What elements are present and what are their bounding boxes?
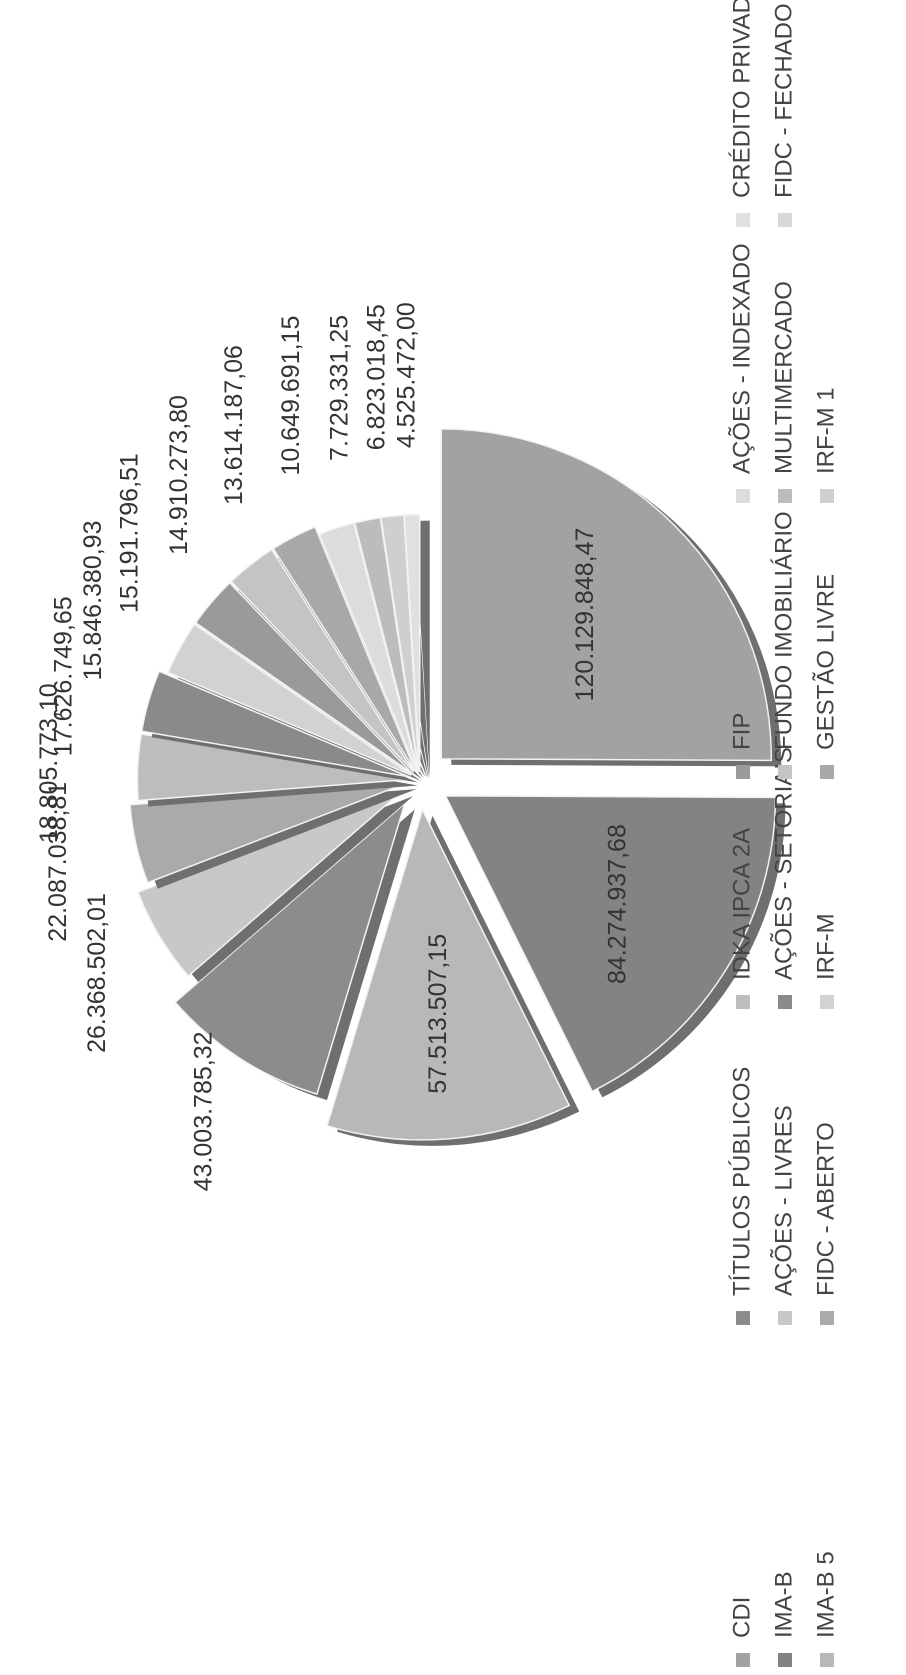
pie-slice: [444, 795, 777, 1093]
legend-swatch: [820, 765, 834, 779]
data-label: 84.274.937,68: [604, 824, 632, 984]
data-label: 4.525.472,00: [393, 302, 421, 448]
pie-slice: [136, 733, 409, 802]
legend-label: CDI: [728, 1597, 755, 1638]
pie-group: [129, 428, 786, 1146]
legend-swatch: [778, 995, 792, 1009]
data-label: 6.823.018,45: [363, 304, 391, 450]
legend-label: TÍTULOS PÚBLICOS: [728, 1067, 755, 1296]
legend-swatch: [820, 1311, 834, 1325]
legend-label: AÇÕES - LIVRES: [769, 1105, 797, 1296]
data-label: 18.805.773,10: [35, 683, 63, 843]
data-label: 17.626.749,65: [49, 596, 77, 756]
pie-slice: [353, 516, 420, 773]
data-label: 22.087.038,81: [44, 782, 72, 942]
pie-slice: [194, 581, 413, 775]
data-label: 43.003.785,32: [190, 1031, 218, 1191]
data-label: 26.368.502,01: [83, 893, 111, 1053]
legend-swatch: [778, 1311, 792, 1325]
data-label: 15.846.380,93: [79, 521, 107, 681]
pie-slice: [230, 548, 415, 773]
legend-label: CRÉDITO PRIVADO: [728, 0, 755, 198]
legend-label: IMA-B: [770, 1571, 797, 1638]
legend-swatch: [820, 995, 834, 1009]
legend-label: MULTIMERCADO: [770, 281, 797, 474]
data-label: 120.129.848,47: [571, 528, 599, 702]
legend-swatch: [820, 489, 834, 503]
legend-label: IDKA IPCA 2A: [728, 828, 755, 980]
legend-label: FIDC - FECHADO: [770, 3, 797, 198]
legend-label: AÇÕES - SETORIAIS: [769, 747, 797, 980]
legend-label: FIP: [728, 713, 755, 750]
pie-slice: [137, 789, 404, 978]
legend-label: IRF-M 1: [812, 387, 839, 474]
pie-slice: [272, 525, 417, 772]
legend-swatch: [736, 489, 750, 503]
legend-swatch: [778, 489, 792, 503]
data-label: 15.191.796,51: [116, 453, 144, 613]
legend-swatch: [778, 213, 792, 227]
pie-slice: [403, 513, 421, 773]
legend-swatch: [736, 1311, 750, 1325]
legend-label: AÇÕES - INDEXADO: [727, 243, 755, 474]
legend-label: IMA-B 5: [812, 1551, 839, 1638]
legend-swatch: [736, 995, 750, 1009]
pie-slice: [174, 801, 407, 1096]
data-label: 10.649.691,15: [277, 316, 305, 476]
data-label: 14.910.273,80: [165, 395, 193, 555]
pie-slice: [440, 428, 773, 762]
pie-slice: [167, 623, 412, 776]
legend-swatch: [736, 765, 750, 779]
legend-swatch: [778, 765, 792, 779]
legend-swatch: [820, 1653, 834, 1667]
data-label-group: 120.129.848,47 84.274.937,68 57.513.507,15…: [35, 302, 632, 1191]
pie-slice: [140, 670, 409, 778]
legend-label: FUNDO IMOBILIÁRIO: [770, 511, 797, 750]
pie-slice: [318, 522, 419, 773]
legend: CDI TÍTULOS PÚBLICOS IDKA IPCA 2A FIP AÇÕES …: [727, 0, 839, 1667]
pie-slice: [326, 807, 571, 1141]
data-label: 13.614.187,06: [220, 345, 248, 505]
data-label: 57.513.507,15: [424, 934, 452, 1094]
legend-swatch: [736, 1653, 750, 1667]
legend-label: FIDC - ABERTO: [812, 1122, 839, 1296]
legend-swatch: [736, 213, 750, 227]
legend-label: GESTÃO LIVRE: [812, 574, 839, 750]
legend-swatch: [778, 1653, 792, 1667]
legend-label: IRF-M: [812, 913, 839, 980]
data-label: 7.729.331,25: [325, 315, 353, 461]
pie-slice: [129, 782, 407, 884]
